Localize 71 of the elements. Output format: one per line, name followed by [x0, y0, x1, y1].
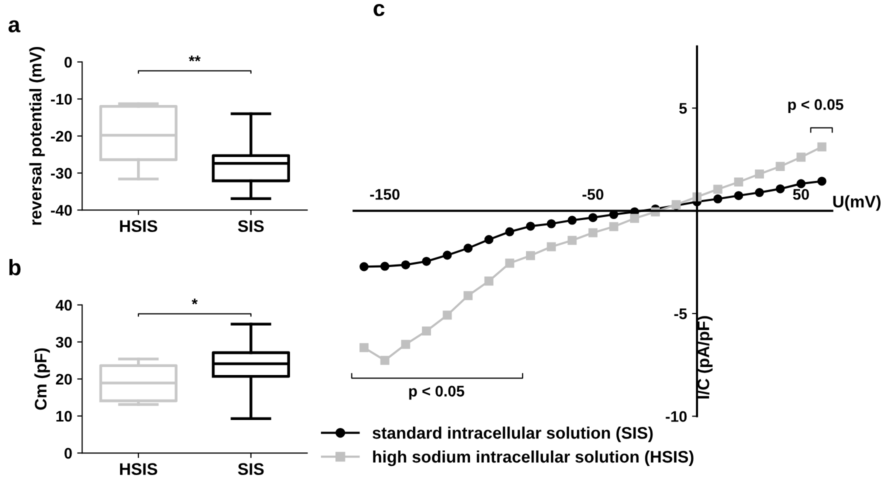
point [734, 191, 744, 200]
point [380, 262, 390, 271]
chart-title: b [9, 259, 21, 276]
x-tick-label: HSIS [120, 220, 158, 232]
point [713, 194, 722, 204]
point [484, 276, 494, 286]
y-axis-title: I/C (pA/pF) [697, 316, 713, 398]
point [546, 242, 556, 252]
point [568, 216, 577, 225]
chart-title: a [8, 20, 20, 32]
point [734, 178, 744, 187]
y-tick-label: -40 [50, 204, 72, 216]
point [401, 340, 410, 349]
point [817, 142, 826, 152]
point [630, 214, 640, 223]
point [422, 256, 431, 266]
y-tick-label: -30 [50, 168, 72, 179]
point [776, 162, 785, 171]
annotation: p < 0.05 [409, 386, 464, 400]
point [442, 250, 452, 260]
point [401, 260, 410, 270]
point [422, 326, 431, 336]
point [526, 251, 536, 260]
point [817, 176, 826, 186]
point [796, 179, 806, 188]
point [360, 343, 369, 352]
y-axis-title: Cm (pF) [34, 348, 50, 410]
x-tick-label: -50 [582, 188, 604, 200]
point [754, 170, 764, 179]
x-tick-label: SIS [238, 463, 264, 475]
point [505, 258, 514, 268]
point [754, 188, 764, 198]
y-tick-label: 20 [56, 374, 72, 385]
point [796, 152, 806, 162]
x-tick-label: SIS [238, 220, 264, 232]
point [505, 227, 514, 236]
y-axis-title: reversal potential (mV) [29, 46, 45, 225]
y-tick-label: -10 [666, 411, 687, 422]
y-tick-label: -10 [50, 94, 72, 105]
legend-label: high sodium intracellular solution (HSIS) [373, 450, 694, 466]
x-axis-title: U(mV) [833, 195, 881, 211]
point [713, 184, 722, 194]
point [609, 222, 618, 232]
point [526, 222, 536, 231]
y-tick-label: 40 [56, 300, 72, 311]
x-tick-label: HSIS [120, 463, 158, 475]
point [546, 219, 556, 228]
point [380, 356, 390, 365]
y-tick-label: 10 [56, 410, 72, 422]
y-tick-label: -20 [50, 130, 72, 142]
y-tick-label: 5 [679, 103, 687, 114]
point [568, 236, 577, 245]
y-tick-label: -5 [674, 308, 687, 320]
annotation: p < 0.05 [788, 99, 844, 114]
y-tick-label: 30 [56, 336, 72, 348]
point [588, 213, 598, 222]
point [588, 228, 598, 238]
point [360, 262, 369, 272]
point [776, 184, 785, 194]
point [442, 310, 452, 320]
chart-title: c [374, 4, 384, 16]
point [484, 235, 494, 244]
point [464, 291, 473, 300]
text: * [192, 298, 198, 304]
x-tick-label: 50 [793, 188, 809, 200]
y-tick-label: 0 [64, 448, 72, 459]
y-tick-label: 0 [64, 56, 72, 68]
text: ** [188, 56, 201, 62]
x-tick-label: -150 [370, 188, 400, 200]
point [464, 244, 473, 253]
legend-label: standard intracellular solution (SIS) [372, 426, 653, 442]
